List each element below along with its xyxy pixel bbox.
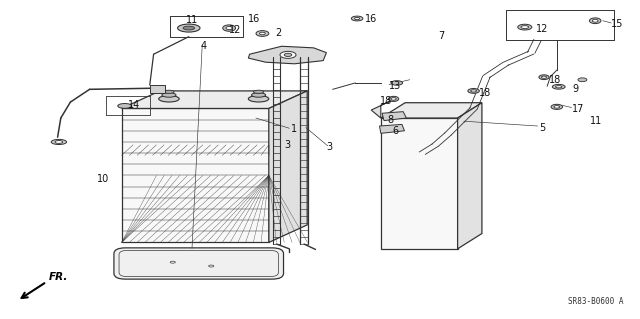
Ellipse shape — [552, 84, 565, 89]
Text: 2: 2 — [275, 28, 282, 39]
Ellipse shape — [252, 93, 266, 97]
Ellipse shape — [351, 16, 363, 21]
Ellipse shape — [521, 26, 529, 29]
Text: 6: 6 — [392, 126, 399, 137]
Ellipse shape — [162, 93, 176, 97]
Ellipse shape — [578, 78, 587, 82]
Text: 10: 10 — [97, 174, 109, 184]
Text: 3: 3 — [285, 140, 291, 150]
FancyBboxPatch shape — [119, 250, 278, 277]
Ellipse shape — [260, 32, 265, 35]
Ellipse shape — [51, 139, 67, 145]
Ellipse shape — [178, 24, 200, 32]
Text: SR83-B0600 A: SR83-B0600 A — [568, 297, 624, 306]
Polygon shape — [458, 103, 482, 249]
Ellipse shape — [554, 106, 559, 108]
Ellipse shape — [541, 76, 547, 78]
Text: 5: 5 — [540, 122, 546, 133]
Ellipse shape — [253, 90, 264, 93]
Text: 3: 3 — [326, 142, 333, 152]
Text: 18: 18 — [549, 75, 561, 85]
Text: 4: 4 — [200, 41, 207, 51]
Polygon shape — [371, 100, 394, 118]
Ellipse shape — [551, 104, 563, 109]
Ellipse shape — [159, 96, 179, 102]
Text: 7: 7 — [438, 31, 445, 41]
Text: 14: 14 — [128, 100, 140, 110]
Text: 12: 12 — [536, 24, 548, 34]
Ellipse shape — [284, 53, 292, 56]
Polygon shape — [382, 112, 406, 121]
Polygon shape — [122, 108, 269, 242]
Ellipse shape — [355, 18, 360, 20]
Text: 12: 12 — [228, 25, 241, 35]
Ellipse shape — [209, 265, 214, 267]
Ellipse shape — [518, 24, 532, 30]
Ellipse shape — [391, 98, 396, 100]
Ellipse shape — [556, 85, 562, 88]
Text: 15: 15 — [611, 19, 623, 29]
Ellipse shape — [226, 26, 232, 30]
Ellipse shape — [593, 19, 598, 22]
Ellipse shape — [468, 89, 479, 93]
Ellipse shape — [471, 90, 476, 92]
Polygon shape — [248, 46, 326, 64]
Text: 9: 9 — [573, 84, 579, 94]
Polygon shape — [269, 91, 307, 242]
Ellipse shape — [248, 96, 269, 102]
Ellipse shape — [223, 25, 236, 31]
Ellipse shape — [55, 140, 63, 143]
Text: 16: 16 — [365, 14, 377, 24]
Text: FR.: FR. — [49, 272, 68, 282]
Ellipse shape — [183, 26, 195, 30]
Text: 11: 11 — [186, 15, 198, 26]
Text: 16: 16 — [248, 14, 260, 24]
Ellipse shape — [256, 31, 269, 36]
Ellipse shape — [589, 18, 601, 24]
Text: 18: 18 — [380, 96, 392, 106]
Polygon shape — [381, 118, 458, 249]
Ellipse shape — [539, 75, 549, 80]
Ellipse shape — [280, 51, 296, 58]
Text: 17: 17 — [572, 104, 584, 114]
Polygon shape — [380, 124, 404, 133]
Ellipse shape — [170, 261, 175, 263]
Text: 1: 1 — [291, 124, 298, 134]
Polygon shape — [122, 91, 307, 108]
Polygon shape — [381, 103, 482, 118]
Ellipse shape — [388, 96, 399, 101]
Text: 8: 8 — [387, 115, 394, 125]
Ellipse shape — [391, 81, 403, 85]
Text: 11: 11 — [590, 116, 602, 126]
Ellipse shape — [118, 103, 132, 108]
Ellipse shape — [164, 90, 174, 93]
Text: 13: 13 — [389, 81, 401, 91]
Text: 18: 18 — [479, 88, 491, 98]
FancyBboxPatch shape — [114, 248, 284, 279]
Polygon shape — [150, 85, 165, 93]
